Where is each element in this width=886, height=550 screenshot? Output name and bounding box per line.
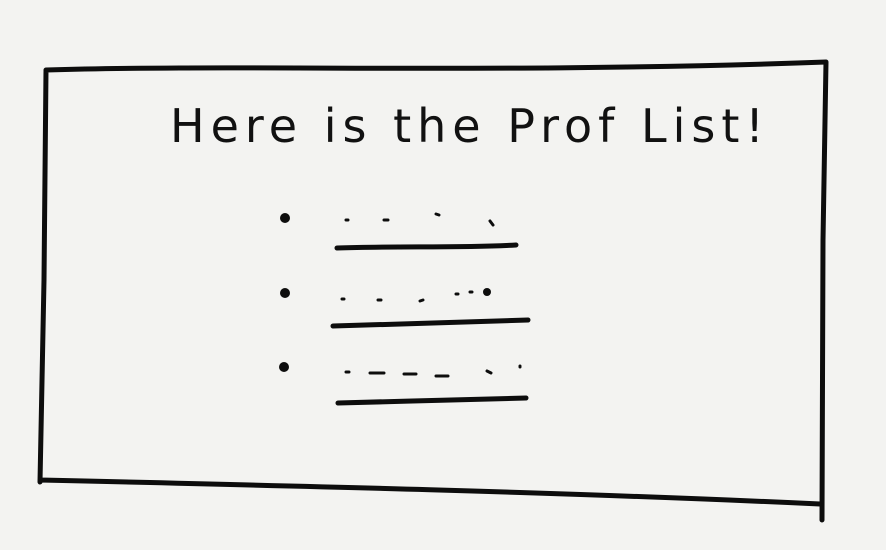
list <box>279 212 531 406</box>
title: Here is the Prof List! <box>170 99 770 153</box>
list-item <box>279 362 529 406</box>
frame <box>37 59 829 523</box>
placeholder-text <box>344 212 495 227</box>
placeholder-line <box>335 395 529 406</box>
bullet <box>279 362 289 372</box>
placeholder-text <box>340 290 474 303</box>
placeholder-line <box>334 242 519 251</box>
placeholder-line <box>330 317 531 329</box>
bullet <box>280 213 290 223</box>
list-item <box>280 288 531 329</box>
placeholder-dot <box>483 288 491 296</box>
list-item <box>280 212 519 251</box>
bullet <box>280 288 290 298</box>
placeholder-text <box>344 364 522 378</box>
